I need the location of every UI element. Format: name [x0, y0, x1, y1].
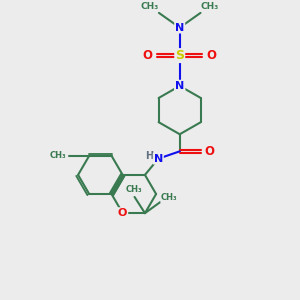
Text: O: O [142, 49, 153, 62]
Text: O: O [204, 145, 214, 158]
Text: N: N [175, 22, 184, 33]
Text: N: N [154, 154, 163, 164]
Text: N: N [175, 81, 184, 91]
Text: CH₃: CH₃ [200, 2, 219, 11]
Text: CH₃: CH₃ [161, 193, 178, 202]
Text: CH₃: CH₃ [50, 151, 66, 160]
Text: H: H [145, 151, 153, 161]
Text: CH₃: CH₃ [141, 2, 159, 11]
Text: S: S [175, 49, 184, 62]
Text: CH₃: CH₃ [125, 184, 142, 194]
Text: O: O [118, 208, 127, 218]
Text: O: O [207, 49, 217, 62]
Text: N: N [175, 81, 184, 91]
